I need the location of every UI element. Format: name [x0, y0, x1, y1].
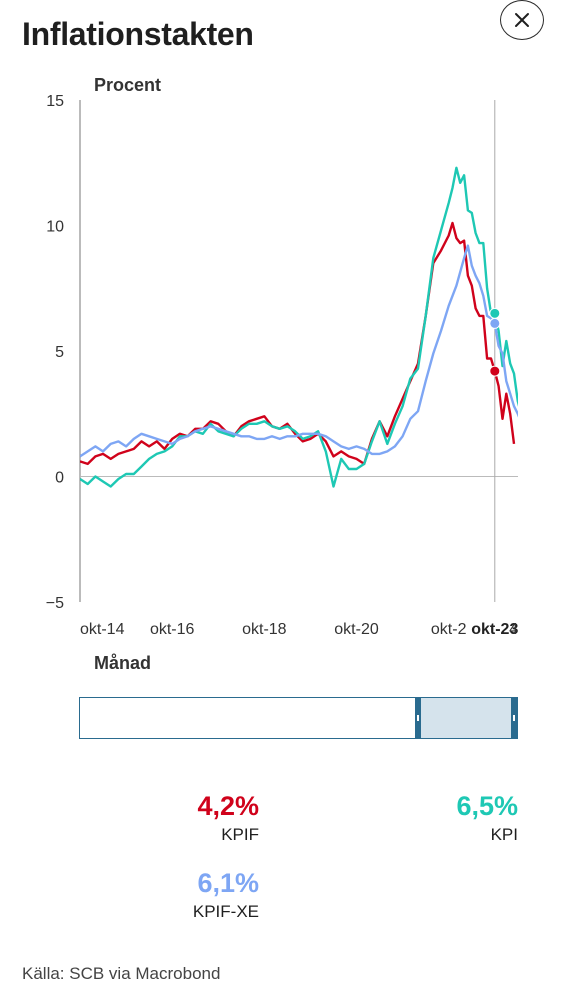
y-tick-label: 5: [55, 344, 64, 361]
x-tick-label: okt-16: [150, 621, 195, 638]
x-tick-label: okt-18: [242, 621, 287, 638]
y-axis-label: Procent: [94, 75, 162, 95]
x-tick-label: 4: [509, 621, 518, 638]
y-tick-label: −5: [46, 595, 64, 612]
stat-kpifxe-value: 6,1%: [197, 868, 259, 898]
x-tick-label: okt-2: [431, 621, 467, 638]
navigator-selected-range[interactable]: [418, 698, 514, 738]
x-tick-label: okt-14: [80, 621, 125, 638]
navigator-left-handle[interactable]: [415, 698, 421, 738]
y-tick-label: 10: [46, 219, 64, 236]
marker-kpi[interactable]: [489, 307, 501, 319]
y-tick-label: 15: [46, 93, 64, 110]
stat-kpifxe: 6,1% KPIF-XE: [193, 870, 259, 922]
x-tick-label: okt-23: [471, 621, 518, 638]
inflation-chart[interactable]: 15 10 5 0 −5 okt-14 okt-16 okt-18 okt-20 okt-2 okt…: [0, 80, 566, 650]
stat-kpi-value: 6,5%: [456, 791, 518, 821]
range-navigator[interactable]: [79, 697, 518, 739]
series-line-kpi[interactable]: [80, 166, 526, 488]
marker-kpif-xe[interactable]: [489, 317, 501, 329]
series-line-kpif-xe[interactable]: [80, 244, 526, 458]
stat-kpi-label: KPI: [490, 825, 518, 844]
y-tick-label: 0: [55, 470, 64, 487]
close-icon: [515, 13, 529, 27]
stat-kpif-label: KPIF: [221, 825, 259, 844]
page-title: Inflationstakten: [22, 16, 254, 52]
series-line-kpif[interactable]: [80, 221, 516, 466]
stat-kpi: 6,5% KPI: [456, 793, 518, 845]
stat-kpif-value: 4,2%: [197, 791, 259, 821]
x-tick-label: okt-20: [334, 621, 379, 638]
x-axis-label: Månad: [94, 653, 152, 673]
navigator-right-handle[interactable]: [511, 698, 517, 738]
source-note: Källa: SCB via Macrobond: [22, 964, 221, 983]
close-button[interactable]: [500, 0, 544, 40]
stat-kpif: 4,2% KPIF: [197, 793, 259, 845]
marker-kpif[interactable]: [489, 365, 501, 377]
stat-kpifxe-label: KPIF-XE: [192, 902, 259, 921]
x-tick-highlight-bg: [466, 616, 523, 640]
